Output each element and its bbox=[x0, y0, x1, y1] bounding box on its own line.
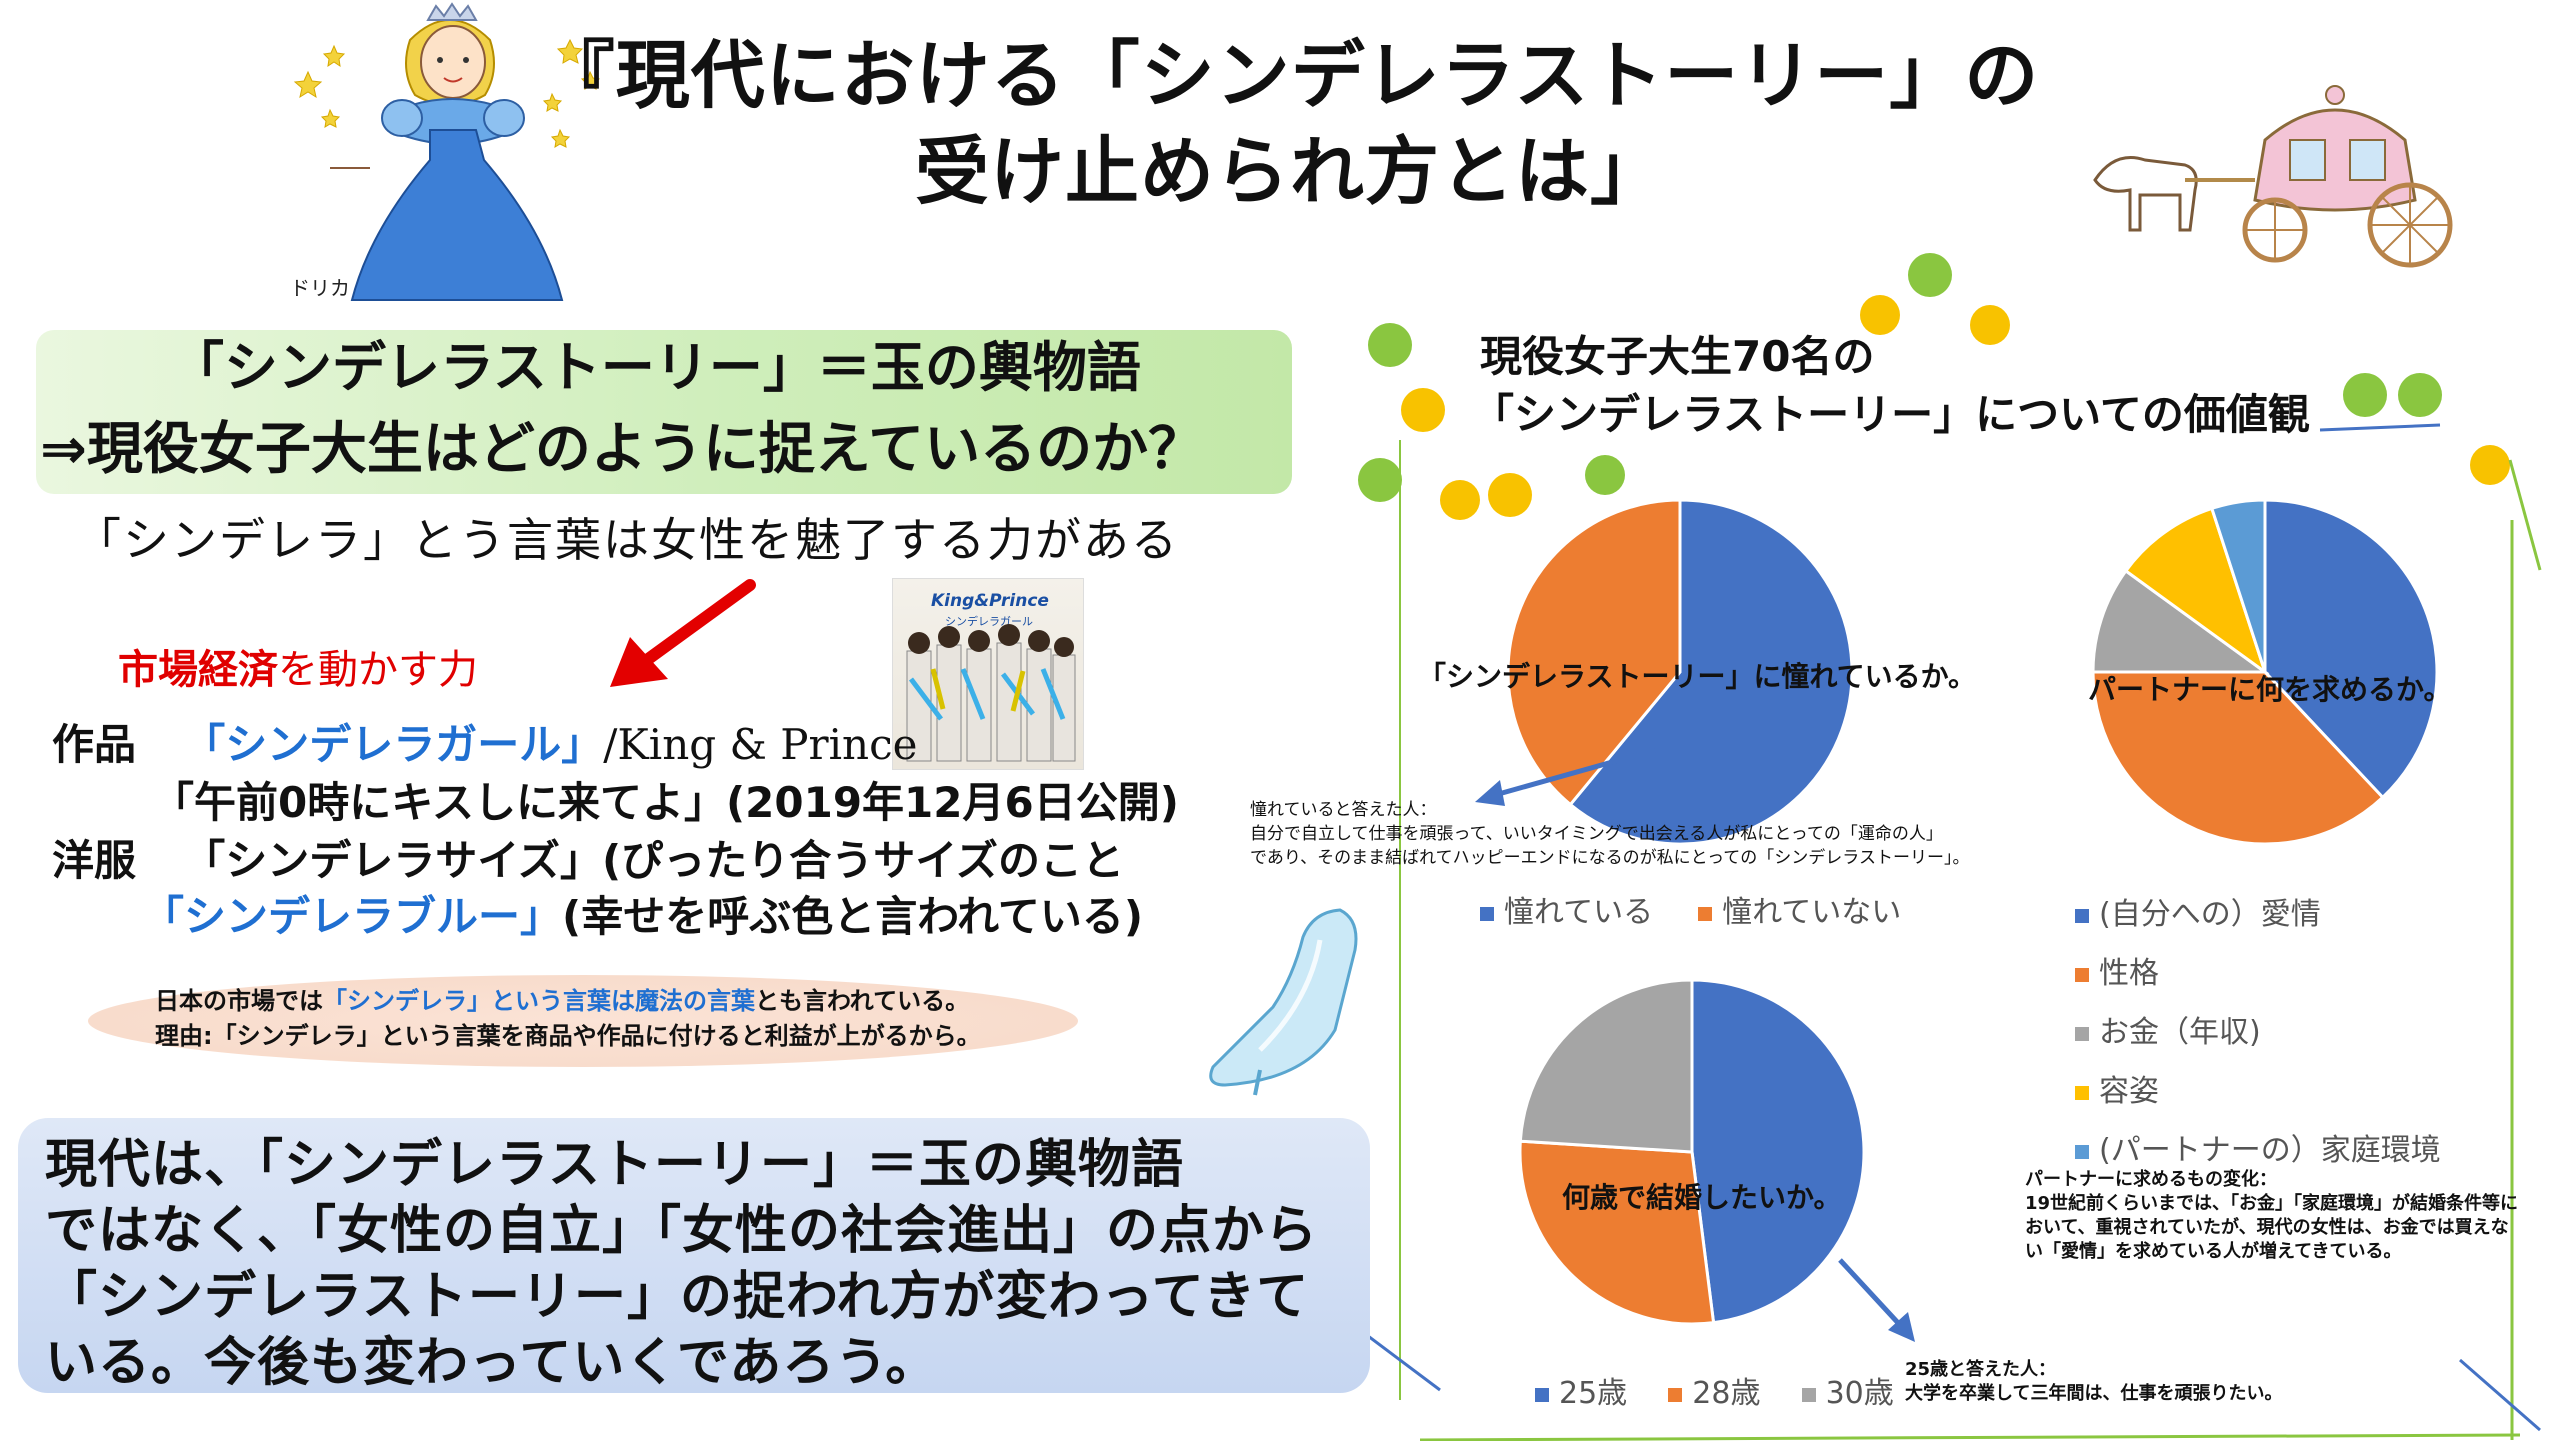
page-title: 『現代における「シンデレラストーリー」の 受け止められ方とは」 bbox=[540, 28, 2040, 220]
red-arrow-icon bbox=[610, 579, 756, 687]
legend-item: 容姿 bbox=[2075, 1062, 2441, 1121]
legend-item: 28歳 bbox=[1668, 1376, 1760, 1411]
pie-slice-0 bbox=[1690, 978, 1866, 1325]
pie-slice-4 bbox=[2209, 498, 2267, 673]
intro-box bbox=[36, 330, 1292, 494]
legend-item: 憧れている bbox=[1480, 895, 1653, 930]
market-rest: を動かす力 bbox=[278, 647, 478, 693]
legend-label: 性格 bbox=[2099, 956, 2159, 991]
cinderella-size: 「シンデレラサイズ」(ぴったり合うサイズのこと bbox=[183, 836, 1124, 885]
legend-item: 性格 bbox=[2075, 944, 2441, 1003]
pointer-arrow-icon bbox=[1838, 1258, 1915, 1342]
legend-label: (自分への）愛情 bbox=[2099, 897, 2321, 932]
cinderella-blue-term: 「シンデレラブルー」 bbox=[142, 892, 563, 941]
legend-item: 30歳 bbox=[1801, 1376, 1894, 1411]
pie-chart-longing bbox=[1506, 498, 1854, 846]
legend-label: (パートナーの）家庭環境 bbox=[2099, 1133, 2441, 1168]
pie-slice-0 bbox=[1568, 498, 1854, 846]
market-economy-text: 市場経済を動かす力 bbox=[118, 642, 478, 698]
legend-item: (自分への）愛情 bbox=[2075, 885, 2441, 944]
works-label: 作品 bbox=[52, 720, 137, 769]
note-line-1: 日本の市場では「シンデレラ」という言葉は魔法の言葉とも言われている。 bbox=[155, 985, 969, 1018]
legend-marriage-age: 25歳 28歳 30歳 bbox=[1535, 1368, 1894, 1412]
conclusion-line-3: 「シンデレラストーリー」の捉われ方が変わってきて bbox=[45, 1267, 1310, 1327]
chart-title-partner: パートナーに何を求めるか。 bbox=[2088, 673, 2452, 706]
cinderella-blue-desc: (幸せを呼ぶ色と言われている) bbox=[562, 892, 1144, 941]
works-song-line: 作品 「シンデレラガール」/King & Prince bbox=[52, 716, 917, 774]
clothes-label: 洋服 bbox=[52, 836, 137, 885]
legend-label: 容姿 bbox=[2099, 1074, 2159, 1109]
pie-slice-2 bbox=[2091, 568, 2270, 674]
legend-item: 25歳 bbox=[1535, 1376, 1627, 1411]
annotation-line: い「愛情」を求めている人が増えてきている。 bbox=[2025, 1241, 2402, 1262]
conclusion-box bbox=[18, 1118, 1370, 1393]
note-text-a: 日本の市場では bbox=[155, 987, 323, 1015]
annotation-line: パートナーに求めるもの変化： bbox=[2025, 1169, 2277, 1190]
annotation-longing: 憧れていると答えた人： 自分で自立して仕事を頑張って、いいタイミングで出会える人… bbox=[1250, 798, 1969, 870]
conclusion-text: 現代は、「シンデレラストーリー」＝玉の輿物語 ではなく、「女性の自立」「女性の社… bbox=[45, 1132, 1318, 1396]
annotation-line: 25歳と答えた人： bbox=[1905, 1359, 2057, 1380]
title-line-2: 受け止められ方とは」 bbox=[915, 129, 1665, 215]
annotation-line: 自分で自立して仕事を頑張って、いいタイミングで出会える人が私にとっての「運命の人… bbox=[1250, 824, 1943, 844]
legend-item: 憧れていない bbox=[1698, 895, 1901, 930]
conclusion-line-1: 現代は、「シンデレラストーリー」＝玉の輿物語 bbox=[45, 1135, 1184, 1195]
pie-slice-2 bbox=[1518, 978, 1694, 1154]
intro-question: ⇒現役女子大生はどのように捉えているのか？ bbox=[40, 417, 1205, 482]
legend-partner: (自分への）愛情 性格 お金（年収) 容姿 (パートナーの）家庭環境 bbox=[2075, 885, 2441, 1180]
cinderella-illustration: キドリカ bbox=[290, 2, 601, 301]
album-cover-image: King&Prince シンデレラガール bbox=[892, 578, 1084, 770]
market-bold: 市場経済 bbox=[118, 647, 278, 693]
panel-frame-lines bbox=[1360, 423, 2542, 1441]
annotation-marriage-age: 25歳と答えた人： 大学を卒業して三年間は、仕事を頑張りたい。 bbox=[1905, 1358, 2282, 1406]
pie-slice-3 bbox=[2123, 506, 2268, 676]
glass-slipper-illustration bbox=[1209, 908, 1358, 1096]
title-line-1: 『現代における「シンデレラストーリー」の bbox=[540, 33, 2040, 119]
carriage-illustration bbox=[2093, 85, 2453, 268]
clothes-size-line: 洋服 「シンデレラサイズ」(ぴったり合うサイズのこと bbox=[52, 832, 1124, 890]
survey-title-line-2: 「シンデレラストーリー」についての価値観 bbox=[1472, 390, 2310, 439]
legend-label: 28歳 bbox=[1692, 1376, 1761, 1411]
legend-label: 憧れていない bbox=[1722, 895, 1902, 930]
note-line-2: 理由:「シンデレラ」という言葉を商品や作品に付けると利益が上がるから。 bbox=[155, 1022, 981, 1050]
pie-slice-1 bbox=[1518, 1139, 1716, 1326]
pie-slice-1 bbox=[2091, 670, 2385, 846]
annotation-line: であり、そのまま結ばれてハッピーエンドになるのが私にとっての「シンデレラストーリ… bbox=[1250, 848, 1970, 868]
character-label: キドリカ bbox=[290, 276, 350, 300]
legend-label: 25歳 bbox=[1559, 1376, 1628, 1411]
pie-slice-1 bbox=[1506, 498, 1682, 807]
legend-item: お金（年収) bbox=[2075, 1003, 2441, 1062]
legend-item: (パートナーの）家庭環境 bbox=[2075, 1121, 2441, 1180]
legend-label: 憧れている bbox=[1504, 895, 1654, 930]
survey-title: 現役女子大生70名の 「シンデレラストーリー」についての価値観 bbox=[1472, 328, 2310, 444]
legend-longing: 憧れている 憧れていない bbox=[1480, 887, 1901, 931]
annotation-line: おいて、重視されていたが、現代の女性は、お金では買えな bbox=[2025, 1217, 2509, 1238]
movie-line: 「午前0時にキスしに来てよ」(2019年12月6日公開) bbox=[152, 778, 1179, 827]
note-text-b: 「シンデレラ」という言葉は魔法の言葉 bbox=[323, 987, 755, 1015]
pie-slice-0 bbox=[2263, 498, 2439, 800]
song-artist: /King & Prince bbox=[603, 720, 918, 769]
survey-title-line-1: 現役女子大生70名の bbox=[1480, 332, 1875, 381]
pie-chart-marriage-age bbox=[1518, 978, 1866, 1326]
chart-title-marriage-age: 何歳で結婚したいか。 bbox=[1562, 1181, 1842, 1214]
annotation-partner: パートナーに求めるもの変化： 19世紀前くらいまでは、「お金」「家庭環境」が結婚… bbox=[2025, 1168, 2518, 1264]
annotation-line: 憧れていると答えた人： bbox=[1250, 800, 1437, 820]
pie-chart-partner bbox=[2091, 498, 2439, 846]
conclusion-line-2: ではなく、「女性の自立」「女性の社会進出」の点から bbox=[45, 1201, 1319, 1261]
pointer-arrow-icon bbox=[1475, 747, 1656, 806]
annotation-line: 大学を卒業して三年間は、仕事を頑張りたい。 bbox=[1905, 1383, 2283, 1404]
legend-label: 30歳 bbox=[1825, 1376, 1894, 1411]
note-text-c: とも言われている。 bbox=[755, 987, 970, 1015]
note-oval bbox=[88, 975, 1078, 1067]
chart-title-longing: 「シンデレラストーリー」に憧れているか。 bbox=[1418, 660, 1977, 693]
album-logo: King&Prince bbox=[931, 591, 1049, 611]
annotation-line: 19世紀前くらいまでは、「お金」「家庭環境」が結婚条件等に bbox=[2025, 1193, 2519, 1214]
conclusion-line-4: いる。今後も変わっていくであろう。 bbox=[45, 1333, 939, 1393]
intro-line-1: 「シンデレラストーリー」＝玉の輿物語 bbox=[170, 336, 1141, 399]
song-title: 「シンデレラガール」 bbox=[183, 720, 604, 769]
cinderella-blue-line: 「シンデレラブルー」(幸せを呼ぶ色と言われている) bbox=[142, 888, 1143, 946]
cinderella-power-text: 「シンデレラ」とう言葉は女性を魅了する力がある bbox=[75, 513, 1179, 567]
decorative-dots bbox=[1358, 253, 2510, 520]
legend-label: お金（年収) bbox=[2099, 1015, 2261, 1050]
